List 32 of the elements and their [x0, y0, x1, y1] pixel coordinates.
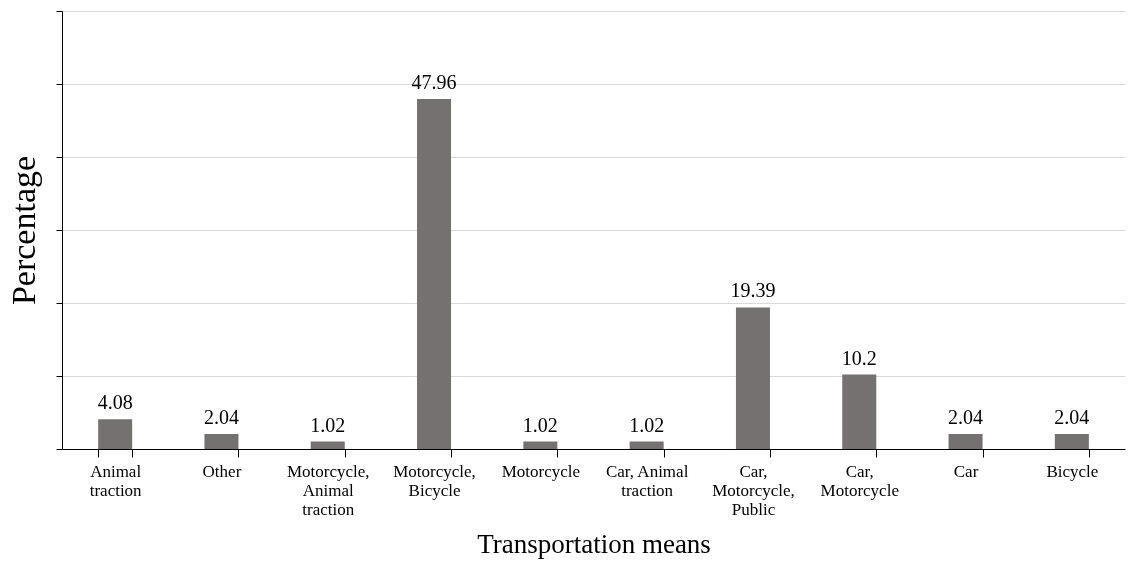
data-label: 1.02	[310, 413, 346, 436]
x-tick-label: Motorcycle	[501, 461, 581, 481]
bar	[417, 98, 452, 449]
x-tick-label: Motorcycle, Bicycle	[393, 461, 476, 500]
x-tick-label: Car, Animal traction	[605, 461, 689, 500]
data-label: 2.04	[1054, 406, 1090, 429]
x-tick-label: Bicycle	[1046, 461, 1099, 481]
bar	[98, 419, 133, 449]
x-tick-label: Animal traction	[89, 461, 143, 500]
x-tick-label: Car, Motorcycle, Public	[712, 461, 795, 519]
bar	[523, 441, 558, 449]
x-axis-title: Transportation means	[477, 528, 711, 559]
data-label: 19.39	[730, 279, 776, 302]
data-label: 2.04	[203, 406, 239, 429]
y-axis-title: Percentage	[5, 155, 42, 306]
bar	[629, 441, 664, 449]
bar	[948, 434, 983, 449]
bar	[735, 307, 770, 449]
bar	[204, 434, 239, 449]
data-label: 47.96	[411, 70, 457, 93]
x-tick-label: Car	[953, 461, 979, 481]
data-label: 10.2	[841, 346, 877, 369]
data-label: 1.02	[629, 413, 665, 436]
x-tick-label: Motorcycle, Animal traction	[286, 461, 370, 519]
bar	[310, 441, 345, 449]
data-label: 4.08	[97, 391, 133, 414]
bar	[842, 374, 877, 449]
data-label: 1.02	[522, 413, 558, 436]
x-tick-label: Car, Motorcycle	[820, 461, 899, 500]
data-label: 2.04	[948, 406, 984, 429]
bar	[1054, 434, 1089, 449]
x-tick-label: Other	[202, 461, 242, 481]
